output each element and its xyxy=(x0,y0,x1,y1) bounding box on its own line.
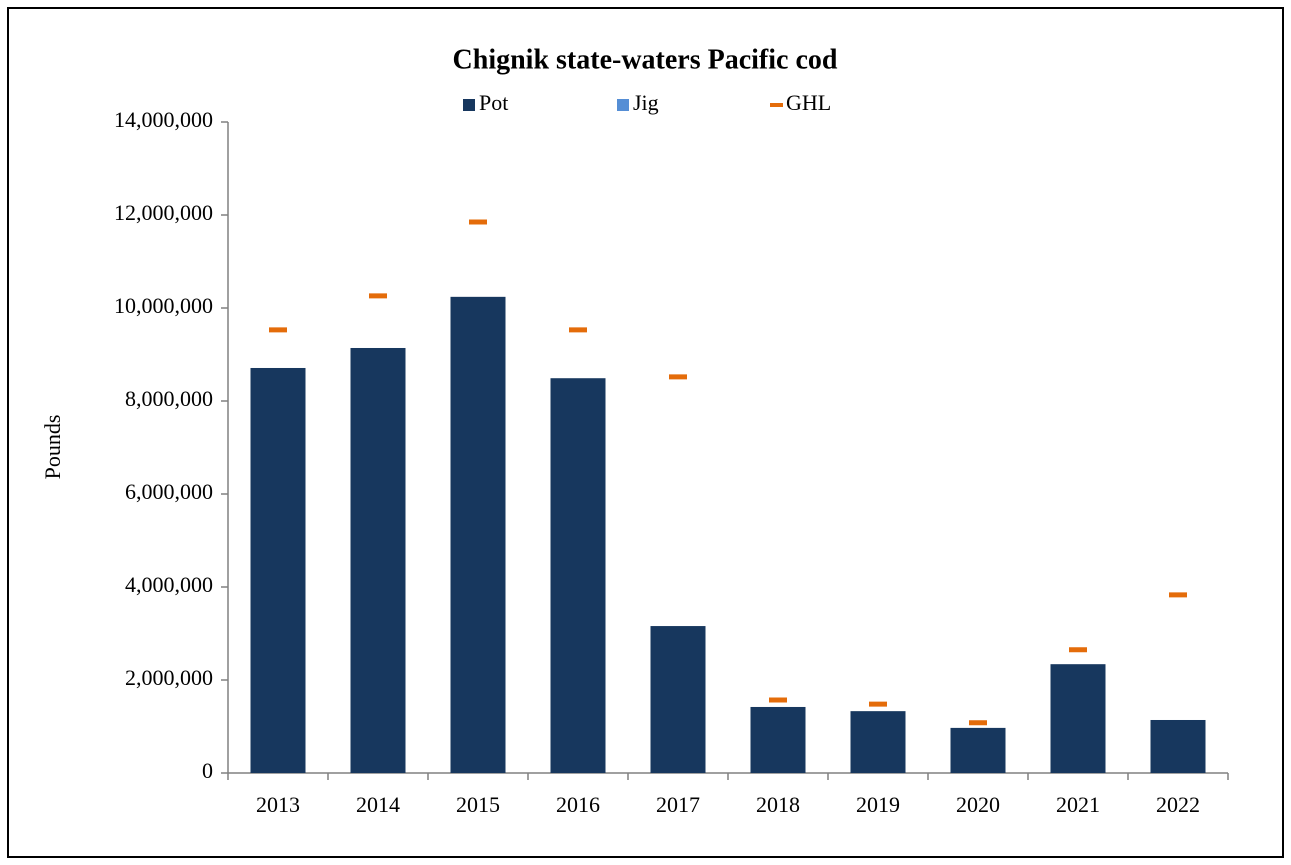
bar xyxy=(750,706,806,773)
bar xyxy=(950,727,1006,773)
y-tick-label: 12,000,000 xyxy=(114,200,213,225)
x-tick-label: 2021 xyxy=(1056,792,1100,817)
x-tick-label: 2022 xyxy=(1156,792,1200,817)
y-axis-label: Pounds xyxy=(40,415,65,480)
y-tick-label: 0 xyxy=(202,758,213,783)
x-tick-label: 2017 xyxy=(656,792,700,817)
x-tick-label: 2016 xyxy=(556,792,600,817)
x-tick-label: 2018 xyxy=(756,792,800,817)
bar xyxy=(350,347,406,773)
x-tick-label: 2015 xyxy=(456,792,500,817)
bar xyxy=(250,367,306,773)
y-tick-label: 10,000,000 xyxy=(114,293,213,318)
legend-swatch xyxy=(463,99,475,111)
bar xyxy=(1050,664,1106,773)
legend-swatch xyxy=(617,99,629,111)
x-tick-label: 2014 xyxy=(356,792,400,817)
y-tick-label: 4,000,000 xyxy=(125,572,213,597)
y-tick-label: 8,000,000 xyxy=(125,386,213,411)
bar xyxy=(550,378,606,773)
legend-label: Jig xyxy=(633,90,659,115)
legend-label: GHL xyxy=(786,90,831,115)
bar xyxy=(850,711,906,773)
x-tick-label: 2020 xyxy=(956,792,1000,817)
x-tick-label: 2013 xyxy=(256,792,300,817)
bar xyxy=(450,296,506,773)
bar xyxy=(1150,719,1206,773)
x-tick-label: 2019 xyxy=(856,792,900,817)
legend-label: Pot xyxy=(479,90,508,115)
y-tick-label: 6,000,000 xyxy=(125,479,213,504)
y-tick-label: 2,000,000 xyxy=(125,665,213,690)
bar xyxy=(650,626,706,773)
chart-title: Chignik state-waters Pacific cod xyxy=(453,44,838,75)
y-tick-label: 14,000,000 xyxy=(114,107,213,132)
